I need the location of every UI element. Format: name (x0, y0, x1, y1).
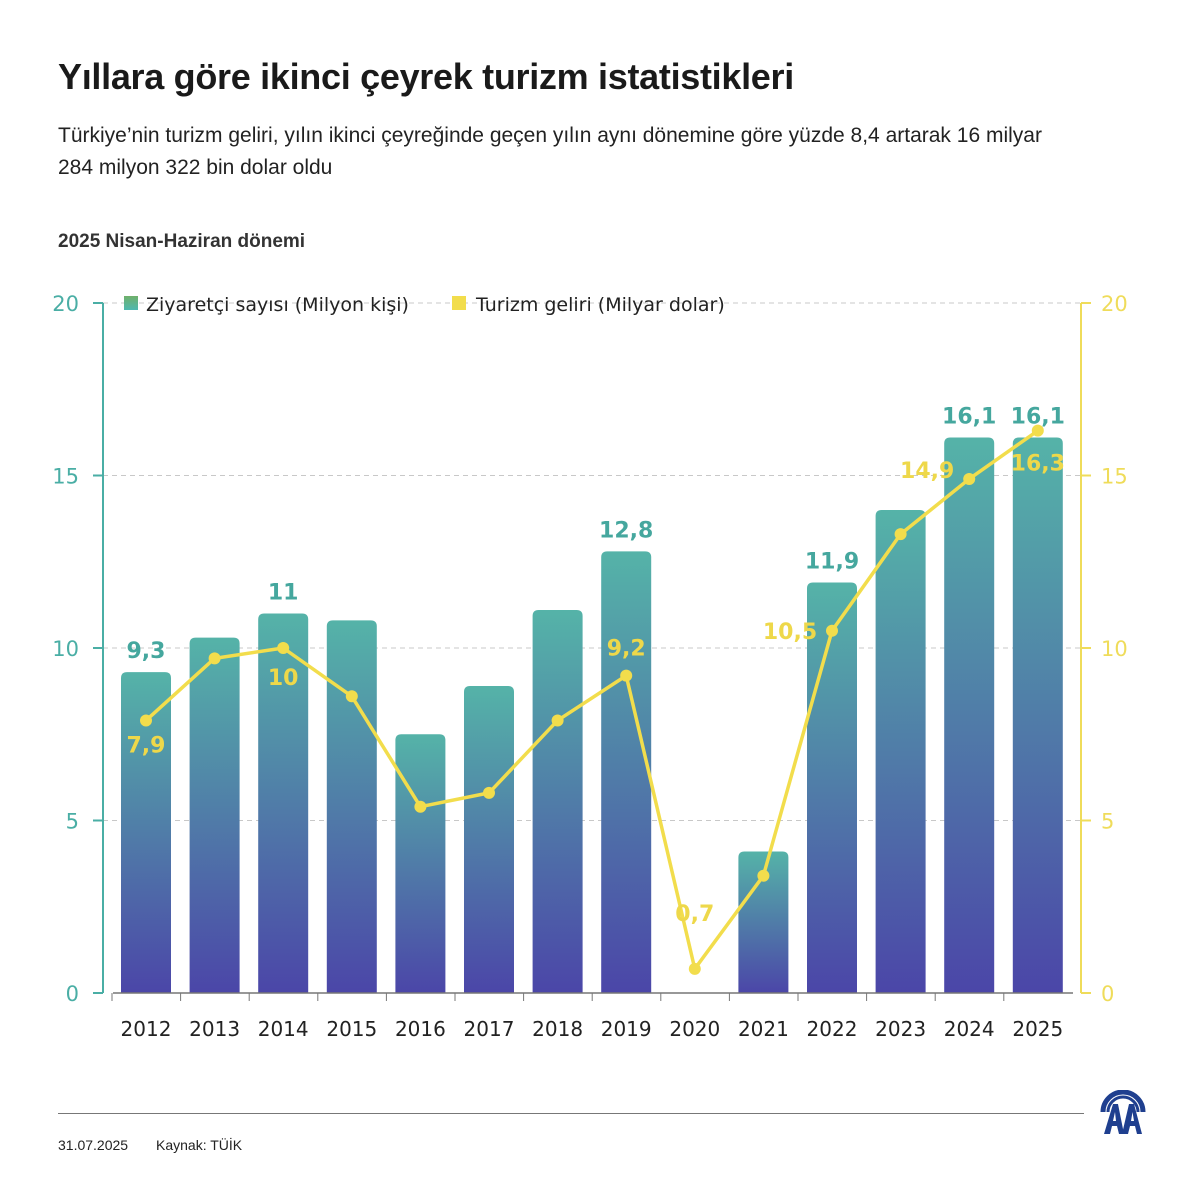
right-axis-tick-label: 15 (1101, 465, 1128, 489)
x-axis-tick-label: 2018 (532, 1017, 583, 1041)
x-axis-tick-label: 2022 (807, 1017, 858, 1041)
bar-2018 (532, 610, 583, 993)
x-axis-tick-label: 2023 (875, 1017, 926, 1041)
bar-data-label: 11,9 (805, 549, 859, 574)
line-data-label: 14,9 (900, 459, 954, 484)
line-data-label: 9,2 (607, 637, 646, 662)
bar-data-label: 11 (268, 581, 299, 606)
line-data-label: 7,9 (127, 733, 166, 758)
x-axis-tick-label: 2016 (395, 1017, 446, 1041)
right-axis-tick-label: 20 (1101, 292, 1128, 316)
x-axis-tick-label: 2024 (944, 1017, 995, 1041)
x-axis-tick-label: 2015 (326, 1017, 377, 1041)
x-axis-tick-label: 2019 (601, 1017, 652, 1041)
legend-label-visitors: Ziyaretçi sayısı (Milyon kişi) (146, 294, 409, 316)
revenue-point-2020 (688, 962, 701, 975)
line-data-label: 10 (268, 666, 299, 691)
bar-data-label: 9,3 (127, 639, 166, 664)
legend-swatch-revenue (452, 296, 466, 310)
x-axis-tick-label: 2012 (121, 1017, 172, 1041)
x-axis-tick-label: 2021 (738, 1017, 789, 1041)
right-axis-tick-label: 0 (1101, 982, 1114, 1006)
footer-source: Kaynak: TÜİK (156, 1137, 243, 1153)
left-axis-tick-label: 10 (52, 637, 79, 661)
left-axis-tick-label: 15 (52, 465, 79, 489)
x-axis-tick-label: 2020 (669, 1017, 720, 1041)
revenue-point-2022 (826, 624, 838, 637)
x-axis-tick-label: 2014 (258, 1017, 309, 1041)
revenue-point-2019 (620, 669, 633, 682)
revenue-point-2015 (345, 690, 358, 703)
bar-2025 (1012, 437, 1063, 993)
bar-2012 (121, 672, 171, 993)
bar-2021 (738, 851, 789, 993)
x-axis-tick-label: 2025 (1012, 1017, 1063, 1041)
line-data-label: 0,7 (675, 902, 714, 927)
revenue-point-2024 (963, 472, 976, 485)
period-label: 2025 Nisan-Haziran dönemi (58, 231, 306, 252)
footer-date: 31.07.2025 (58, 1137, 129, 1153)
legend: Ziyaretçi sayısı (Milyon kişi) Turizm ge… (124, 294, 725, 316)
revenue-point-2025 (1031, 424, 1044, 437)
revenue-point-2016 (414, 800, 427, 813)
footer-divider (58, 1113, 1084, 1114)
line-data-label: 16,3 (1011, 452, 1065, 477)
page-subtitle: Türkiye’nin turizm geliri, yılın ikinci … (58, 124, 1042, 179)
x-axis-tick-label: 2017 (464, 1017, 515, 1041)
line-data-label: 10,5 (763, 620, 817, 645)
bar-data-label: 16,1 (942, 405, 996, 430)
left-axis-tick-label: 0 (66, 982, 79, 1006)
bar-2024 (944, 437, 995, 993)
bar-2019 (601, 551, 652, 993)
aa-logo-icon (1100, 1090, 1146, 1134)
right-axis-tick-label: 5 (1101, 810, 1114, 834)
revenue-point-2012 (140, 714, 152, 727)
revenue-line (144, 429, 1039, 971)
page-title: Yıllara göre ikinci çeyrek turizm istati… (58, 56, 794, 97)
left-axis-tick-label: 20 (52, 292, 79, 316)
bar-data-label: 16,1 (1011, 405, 1065, 430)
bar-2014 (258, 613, 309, 993)
x-axis-tick-label: 2013 (189, 1017, 240, 1041)
right-axis-tick-label: 10 (1101, 637, 1128, 661)
revenue-point-2014 (277, 642, 290, 654)
revenue-point-2021 (757, 869, 770, 882)
revenue-point-2013 (208, 652, 221, 665)
bar-2013 (189, 637, 240, 993)
legend-label-revenue: Turizm geliri (Milyar dolar) (475, 294, 725, 316)
legend-swatch-visitors (124, 296, 138, 310)
revenue-point-2017 (483, 786, 495, 799)
left-axis-tick-label: 5 (66, 810, 79, 834)
bar-2022 (807, 582, 857, 993)
revenue-point-2023 (894, 528, 907, 541)
bar-2015 (326, 620, 377, 993)
bar-2016 (395, 734, 446, 993)
bar-data-label: 12,8 (599, 518, 653, 543)
bar-2023 (875, 510, 926, 993)
revenue-point-2018 (551, 714, 564, 727)
bar-2017 (464, 685, 514, 993)
